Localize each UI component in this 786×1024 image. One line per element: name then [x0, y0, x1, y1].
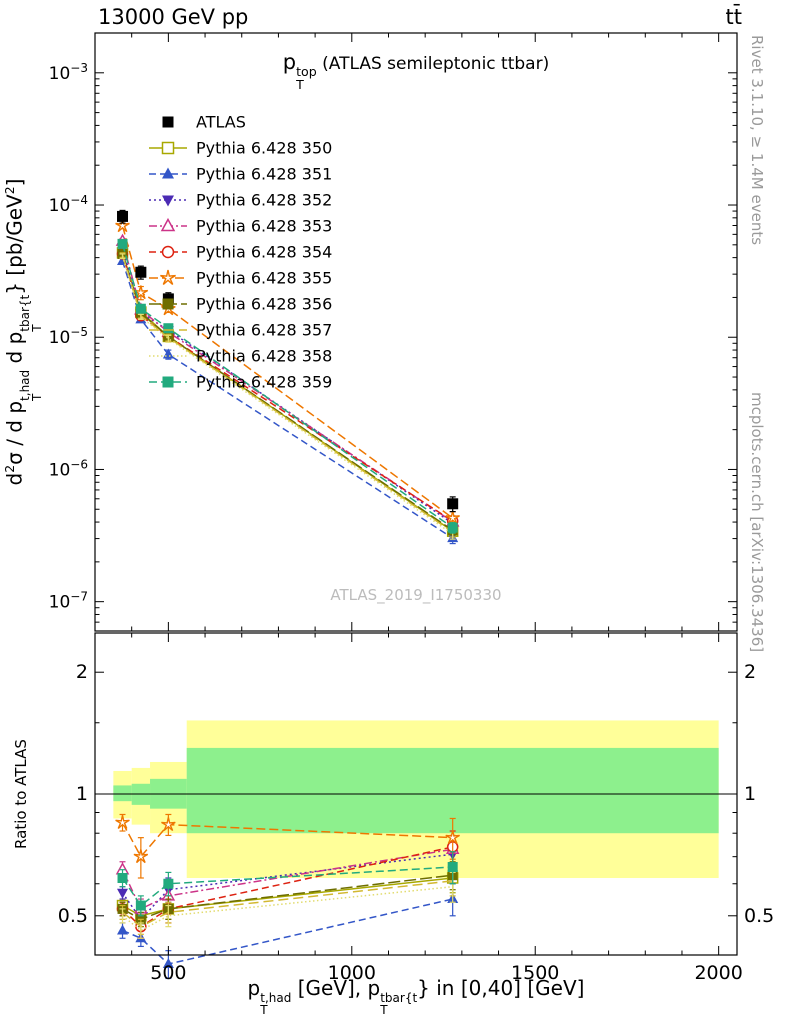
legend-label: Pythia 6.428 356	[196, 295, 332, 314]
legend-label: Pythia 6.428 352	[196, 191, 332, 210]
legend-label: Pythia 6.428 354	[196, 243, 332, 262]
legend-label: Pythia 6.428 350	[196, 139, 332, 158]
rivet-version-note: Rivet 3.1.10, ≥ 1.4M events	[748, 35, 766, 246]
series-pythia-6-428-359	[117, 238, 458, 917]
legend-item-atlas: ATLAS	[162, 113, 246, 132]
ratio-y-tick-label-right: 2	[744, 661, 756, 683]
ratio-y-tick-label: 0.5	[58, 905, 88, 927]
x-axis-label: p t,had T [GeV], p tbar{t T} in [0,40] [GeV]	[247, 976, 585, 1018]
legend-item-pythia-6-428-359: Pythia 6.428 359	[149, 373, 332, 392]
ratio-y-tick-label-right: 0.5	[744, 905, 774, 927]
mcplots-reference-note: mcplots.cern.ch [arXiv:1306.3436]	[748, 392, 766, 653]
main-y-tick-label: 10−7	[49, 590, 88, 613]
ratio-y-axis-label: Ratio to ATLAS	[0, 633, 42, 955]
legend-label: Pythia 6.428 353	[196, 217, 332, 236]
legend-label: Pythia 6.428 359	[196, 373, 332, 392]
legend-label: Pythia 6.428 355	[196, 269, 332, 288]
x-tick-label: 2000	[694, 962, 742, 984]
legend-label: Pythia 6.428 351	[196, 165, 332, 184]
main-y-tick-label: 10−4	[49, 193, 88, 216]
legend-label: ATLAS	[196, 113, 246, 132]
ratio-y-tick-label: 2	[76, 661, 88, 683]
legend-item-pythia-6-428-352: Pythia 6.428 352	[149, 191, 332, 210]
main-y-axis-label: d2σ / d p t,had T d p tbar{t T} [pb/GeV2]	[0, 33, 46, 631]
beam-energy-label: 13000 GeV pp	[98, 5, 249, 29]
x-tick-label: 1500	[511, 962, 559, 984]
plot-title: p top T (ATLAS semileptonic ttbar)	[282, 50, 550, 93]
main-y-axis-label-text: d2σ / d p t,had T d p tbar{t T} [pb/GeV2]	[2, 178, 45, 486]
analysis-id-watermark: ATLAS_2019_I1750330	[330, 586, 502, 604]
process-label: tt̄	[725, 5, 742, 29]
legend-item-pythia-6-428-357: Pythia 6.428 357	[149, 321, 332, 340]
legend-label: Pythia 6.428 357	[196, 321, 332, 340]
legend-item-pythia-6-428-358: Pythia 6.428 358	[149, 347, 332, 366]
legend-item-pythia-6-428-355: Pythia 6.428 355	[149, 269, 332, 288]
band-green	[113, 785, 132, 802]
legend-item-pythia-6-428-353: Pythia 6.428 353	[149, 217, 332, 236]
main-y-tick-label: 10−5	[49, 325, 88, 348]
ratio-y-axis-label-text: Ratio to ATLAS	[12, 739, 30, 849]
legend-label: Pythia 6.428 358	[196, 347, 332, 366]
axes-and-ticks: 500 1000 1500 2000 10−3 10−4 10−5 10−6 10−7 0.5 0.…	[49, 32, 774, 984]
main-y-tick-label: 10−3	[49, 61, 88, 84]
x-tick-label: 500	[150, 962, 186, 984]
legend: ATLAS Pythia 6.428 350 Pythia 6.428 351 Pyt…	[149, 113, 332, 392]
ratio-y-tick-label: 1	[76, 783, 88, 805]
ratio-y-tick-label-right: 1	[744, 783, 756, 805]
legend-item-pythia-6-428-356: Pythia 6.428 356	[149, 295, 332, 314]
x-tick-label: 1000	[328, 962, 376, 984]
legend-item-pythia-6-428-351: Pythia 6.428 351	[149, 165, 332, 184]
main-y-tick-label: 10−6	[49, 457, 88, 480]
legend-item-pythia-6-428-350: Pythia 6.428 350	[149, 139, 332, 158]
legend-item-pythia-6-428-354: Pythia 6.428 354	[149, 243, 332, 262]
